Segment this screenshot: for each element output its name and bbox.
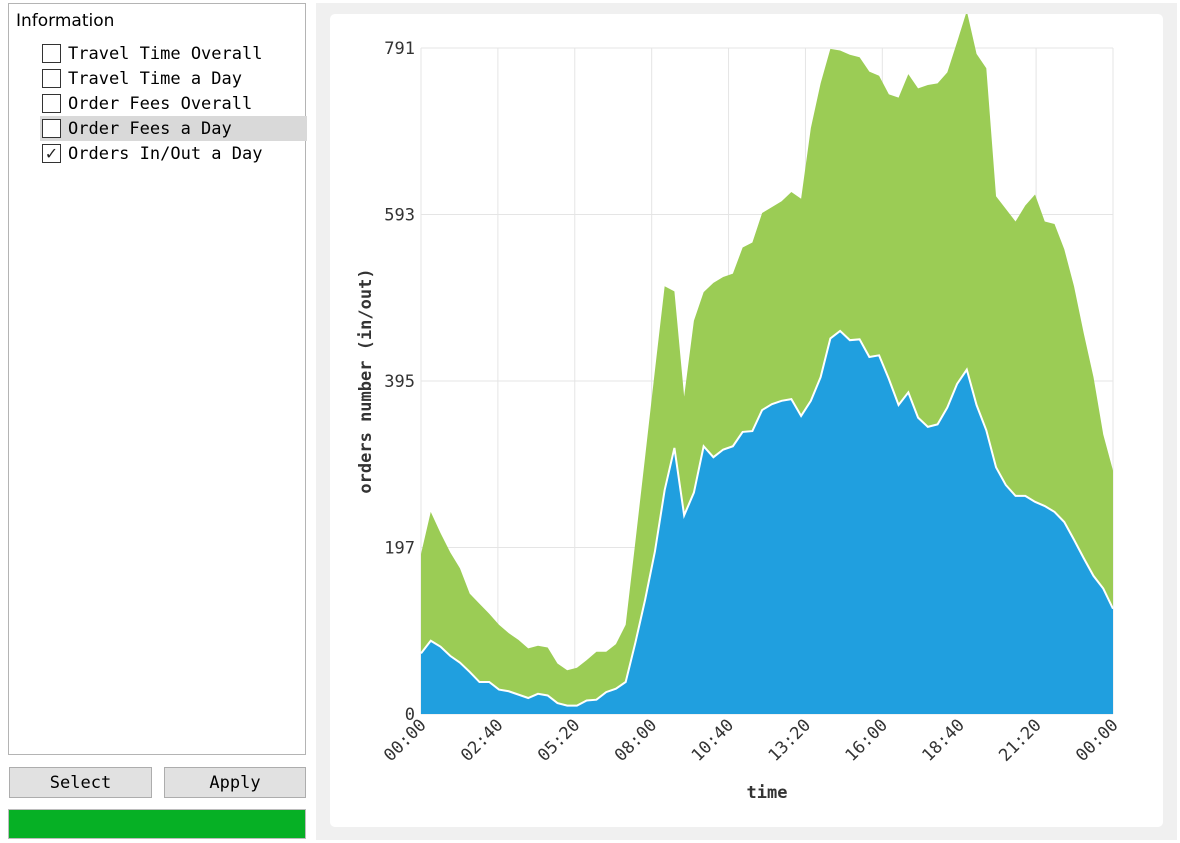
y-tick-label: 791: [384, 39, 415, 59]
tree-root-label: Information: [16, 11, 115, 31]
tree-item-label: Orders In/Out a Day: [68, 143, 263, 164]
area-series-1: [421, 14, 1113, 706]
checkbox[interactable]: [42, 44, 61, 63]
x-tick-label: 16:00: [842, 715, 892, 765]
x-tick-label: 08:00: [611, 715, 661, 765]
x-tick-label: 21:20: [995, 715, 1045, 765]
x-tick-label: 18:40: [918, 715, 968, 765]
tree-item-label: Travel Time a Day: [68, 68, 242, 89]
tree-item-travel-time-overall[interactable]: Travel Time Overall: [40, 41, 307, 66]
y-tick-label: 0: [405, 705, 415, 725]
y-axis-label: orders number (in/out): [356, 268, 376, 493]
y-tick-label: 593: [384, 206, 415, 226]
area-series-0: [421, 330, 1113, 714]
tree-item-label: Order Fees Overall: [68, 93, 253, 114]
progress-bar-fill: [9, 810, 305, 838]
tree-item-order-fees-overall[interactable]: Order Fees Overall: [40, 91, 307, 116]
tree-item-order-fees-a-day[interactable]: Order Fees a Day: [40, 116, 307, 141]
checkmark-icon: ✓: [44, 143, 59, 163]
x-axis-label: time: [747, 783, 788, 803]
tree-item-orders-in-out-a-day[interactable]: ✓ Orders In/Out a Day: [40, 141, 307, 166]
checkbox[interactable]: [42, 94, 61, 113]
y-tick-label: 197: [384, 539, 415, 559]
select-button[interactable]: Select: [9, 767, 152, 798]
information-tree[interactable]: Information Travel Time Overall Travel T…: [8, 3, 307, 755]
checkbox-checked[interactable]: ✓: [42, 144, 61, 163]
apply-button[interactable]: Apply: [164, 767, 306, 798]
progress-bar: [8, 809, 306, 839]
x-tick-label: 00:00: [1072, 715, 1122, 765]
x-tick-label: 10:40: [688, 715, 738, 765]
x-tick-label: 02:40: [457, 715, 507, 765]
checkbox[interactable]: [42, 119, 61, 138]
series-separator-line: [420, 329, 1114, 707]
tree-item-label: Travel Time Overall: [68, 43, 263, 64]
x-axis-ticks: 00:00 02:40 05:20 08:00 10:40 13:20 16:00 18:40…: [380, 715, 1122, 765]
y-axis-ticks: 0 197 395 593 791: [384, 39, 415, 725]
tree-item-travel-time-a-day[interactable]: Travel Time a Day: [40, 66, 307, 91]
chart-areas: [420, 14, 1114, 714]
x-tick-label: 13:20: [765, 715, 815, 765]
x-tick-label: 05:20: [534, 715, 584, 765]
tree-item-label: Order Fees a Day: [68, 118, 232, 139]
orders-area-chart: 0 197 395 593 791 00:00 02:40 05:20 08:00 10:40 1…: [356, 14, 1123, 803]
checkbox[interactable]: [42, 69, 61, 88]
y-tick-label: 395: [384, 372, 415, 392]
